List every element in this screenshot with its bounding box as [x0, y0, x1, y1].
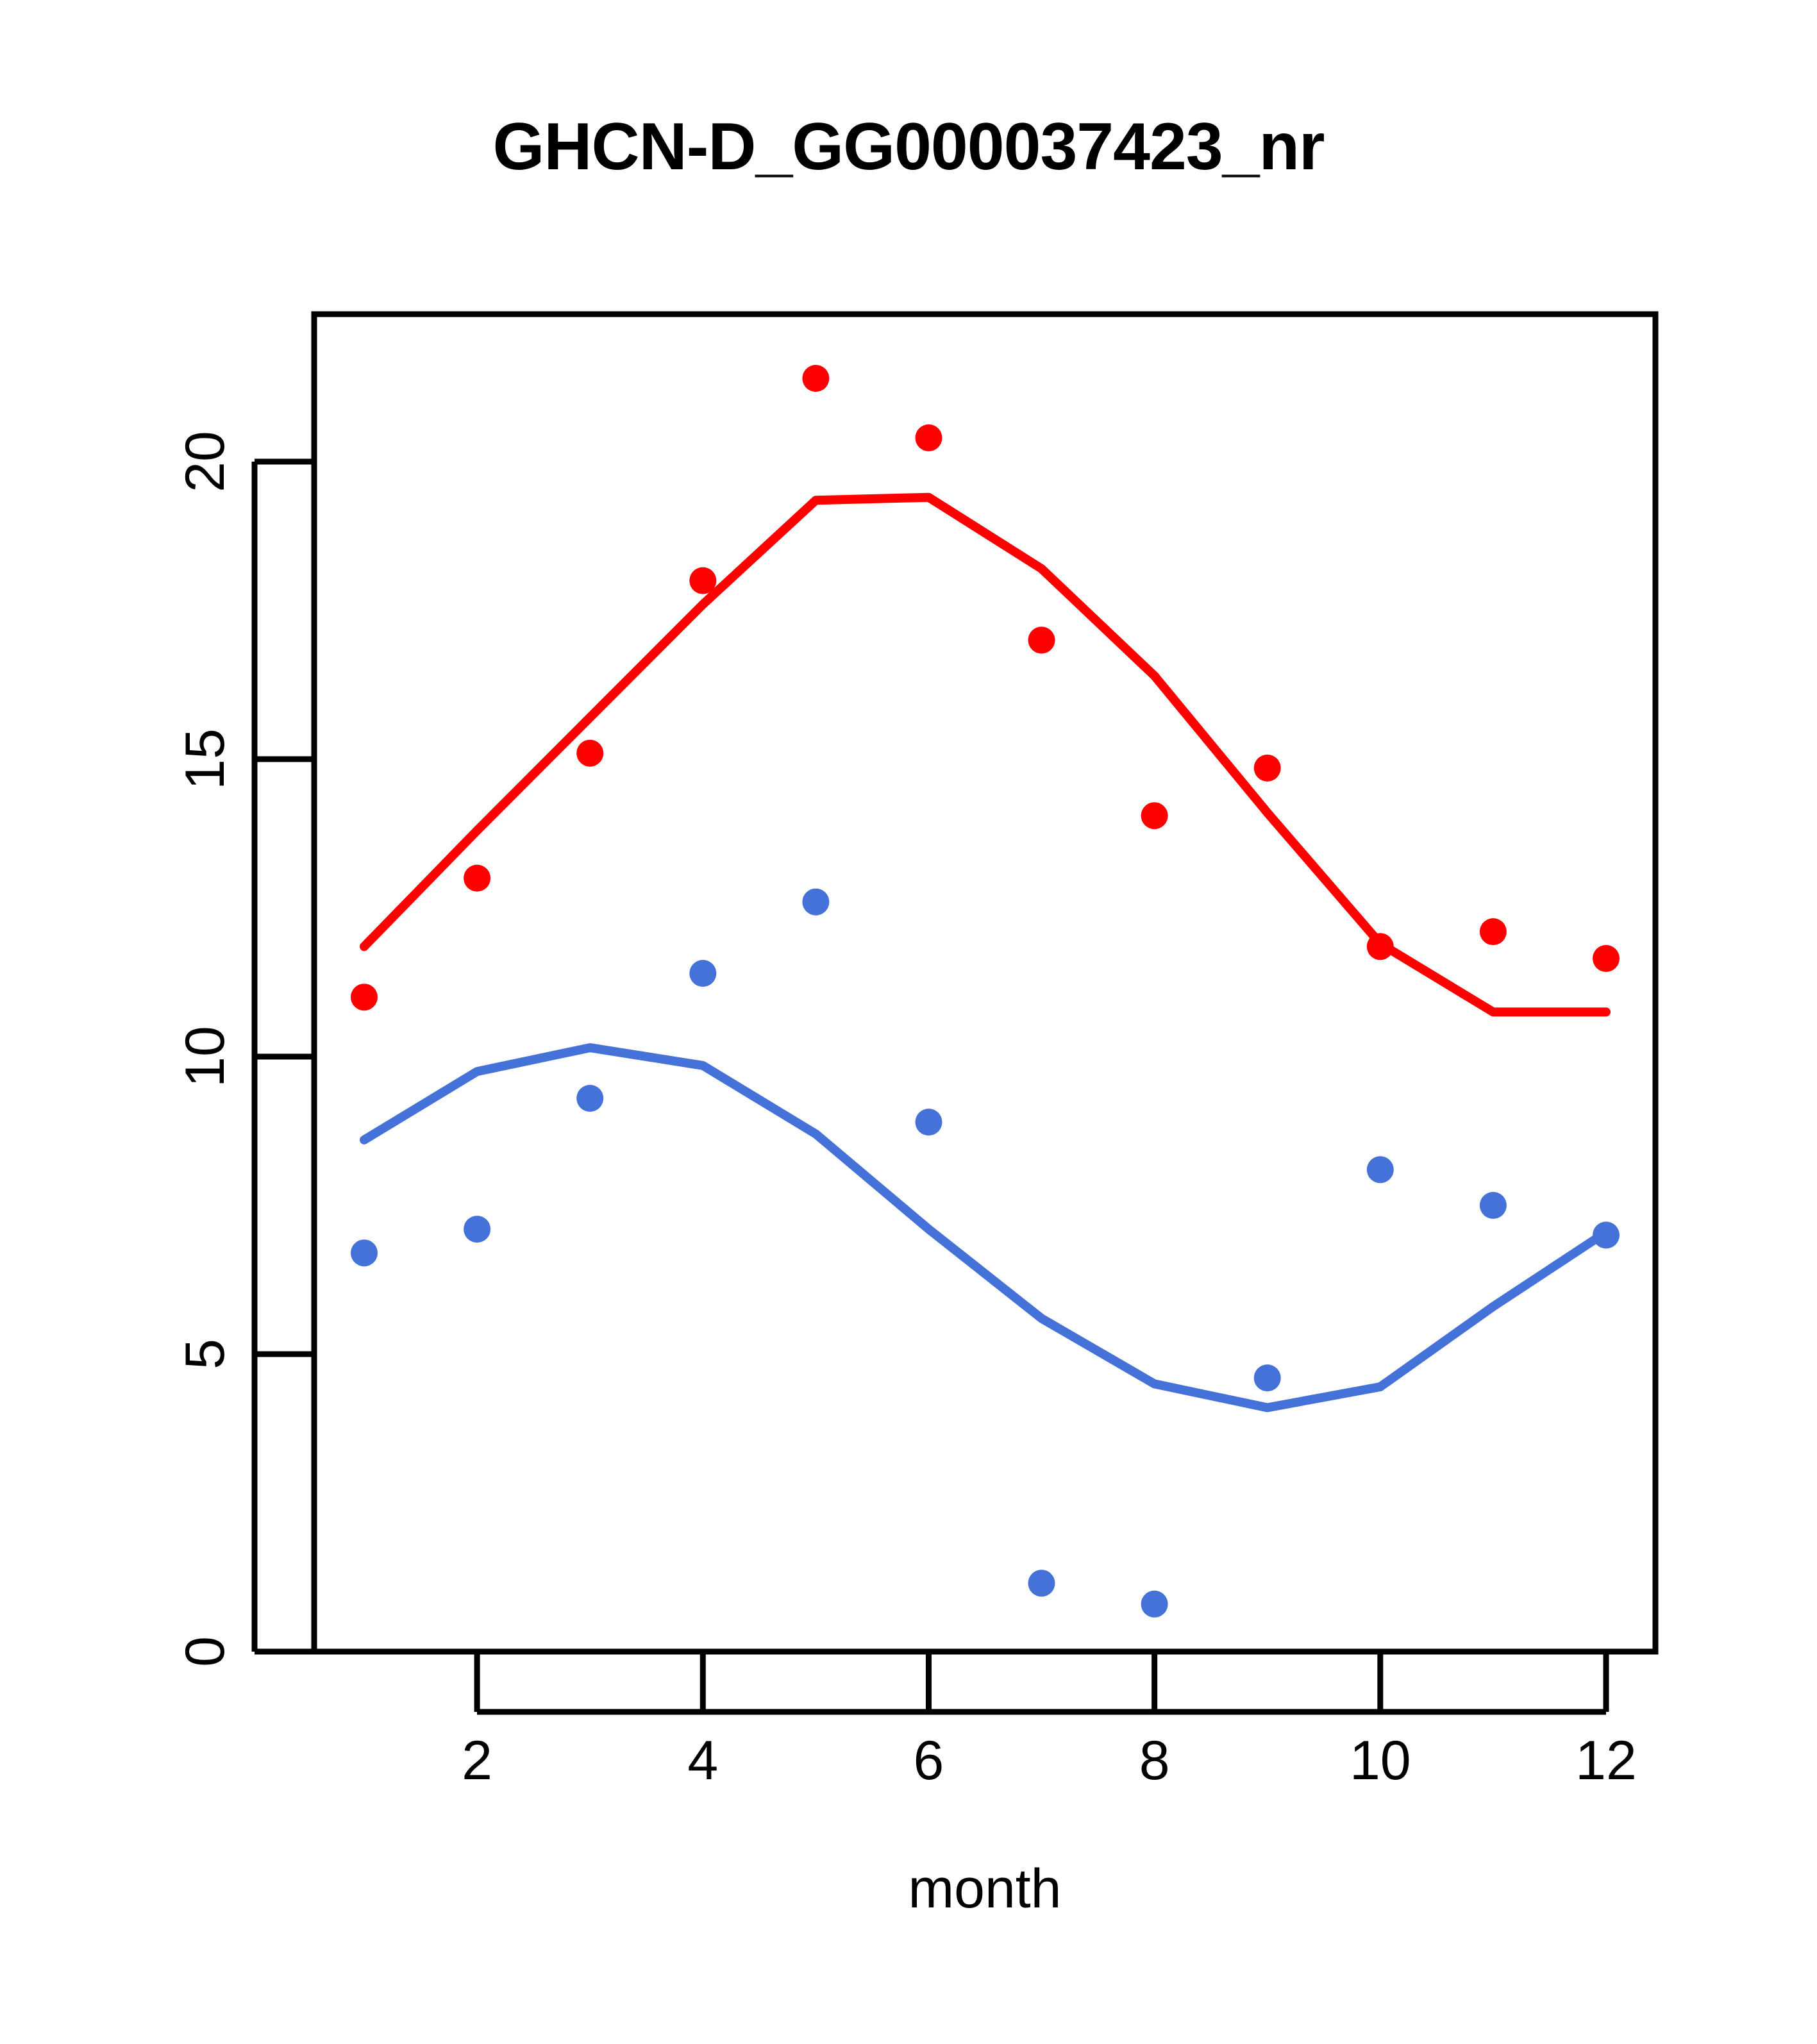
plot-frame — [311, 311, 1659, 1655]
data-point — [464, 1216, 491, 1243]
series-line — [360, 492, 1611, 1017]
data-point — [802, 365, 830, 392]
page-title: GHCN-D_GG000037423_nr — [492, 110, 1325, 184]
series-line — [360, 1043, 1611, 1412]
data-point — [351, 984, 378, 1011]
y-tick-label: 5 — [174, 1339, 236, 1370]
data-point — [1479, 1192, 1507, 1219]
x-tick-label: 6 — [914, 1730, 944, 1791]
data-point — [1366, 933, 1394, 960]
data-point — [1593, 1221, 1620, 1249]
data-point — [689, 567, 717, 594]
data-point — [1479, 918, 1507, 946]
y-tick-label: 20 — [174, 431, 236, 492]
x-tick-label: 4 — [687, 1730, 718, 1791]
y-tick-label: 0 — [174, 1636, 236, 1667]
x-tick-label: 12 — [1575, 1730, 1637, 1791]
y-tick-label: 10 — [174, 1026, 236, 1087]
data-point — [1366, 1156, 1394, 1184]
x-tick-label: 8 — [1139, 1730, 1170, 1791]
data-point — [689, 960, 717, 987]
x-axis — [474, 1652, 1609, 1715]
data-point — [1253, 1364, 1281, 1392]
data-point — [351, 1239, 378, 1267]
data-point — [1028, 626, 1055, 654]
x-axis-title: month — [908, 1858, 1061, 1920]
data-point — [915, 424, 942, 451]
data-point — [576, 1085, 604, 1112]
data-point — [1141, 802, 1168, 830]
data-point — [802, 888, 830, 916]
data-point — [915, 1109, 942, 1136]
data-point — [464, 864, 491, 892]
x-tick-label: 2 — [462, 1730, 492, 1791]
data-point — [1028, 1570, 1055, 1597]
y-axis — [251, 458, 314, 1655]
data-point — [1141, 1590, 1168, 1618]
data-point — [1253, 754, 1281, 782]
x-tick-label: 10 — [1350, 1730, 1411, 1791]
y-tick-label: 15 — [174, 728, 236, 790]
data-point — [576, 739, 604, 767]
data-point — [1593, 944, 1620, 972]
